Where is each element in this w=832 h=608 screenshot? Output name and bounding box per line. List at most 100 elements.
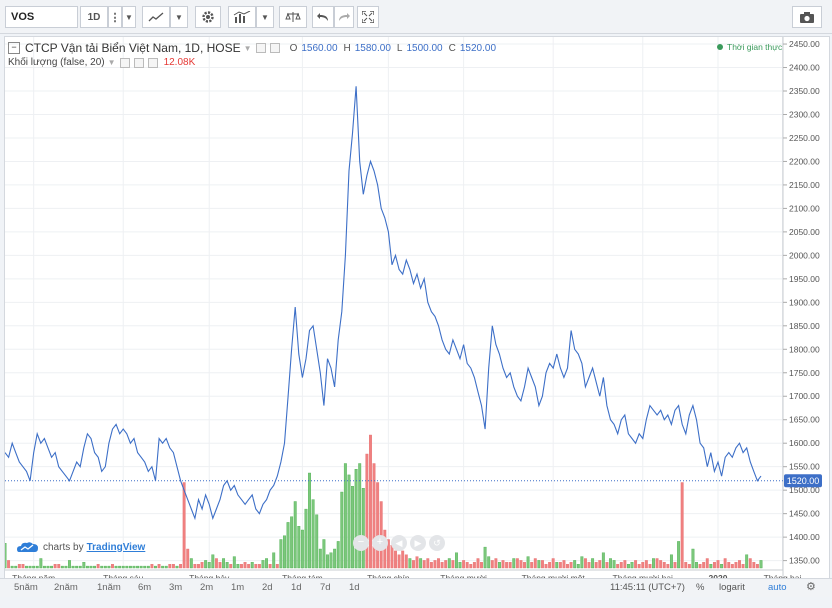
volume-bar <box>146 565 150 569</box>
volume-bar <box>458 562 462 569</box>
volume-bar <box>519 560 523 569</box>
price-tick-label: 1350.00 <box>789 556 820 566</box>
range-2d[interactable]: 2d <box>262 582 273 593</box>
high-value: 1580.00 <box>354 42 391 54</box>
volume-bar <box>304 508 308 569</box>
volume-bar <box>57 564 61 569</box>
volume-bar <box>379 501 383 569</box>
indicators-icon[interactable] <box>228 6 256 28</box>
legend-settings-icon[interactable] <box>255 43 266 53</box>
volume-bar <box>64 565 68 569</box>
volume-bar <box>164 565 168 569</box>
symbol-input[interactable]: VOS <box>5 6 78 28</box>
volume-bar <box>422 560 426 569</box>
range-1m[interactable]: 1m <box>231 582 245 593</box>
interval-menu-icon[interactable]: ⋮ <box>108 6 122 28</box>
percent-toggle[interactable]: % <box>696 582 705 593</box>
volume-bar <box>691 548 695 569</box>
scroll-right-icon[interactable]: ▶ <box>410 535 426 551</box>
range-3m[interactable]: 3m <box>169 582 183 593</box>
bottom-toolbar: 5năm 2năm 1năm 6m 3m 2m 1m 2d 1d 7d 1d 1… <box>0 578 832 597</box>
volume-bar <box>179 564 183 569</box>
auto-toggle[interactable]: auto <box>768 582 787 593</box>
volume-bar <box>512 558 516 569</box>
camera-icon[interactable] <box>792 6 822 28</box>
volume-chevron-down-icon[interactable]: ▼ <box>107 58 116 67</box>
volume-hide-icon[interactable] <box>133 57 144 68</box>
volume-bar <box>78 565 82 569</box>
volume-bar <box>408 558 412 569</box>
price-series-line <box>5 86 762 521</box>
scroll-left-icon[interactable]: ◀ <box>391 535 407 551</box>
volume-bar <box>125 565 129 569</box>
volume-bar <box>197 564 200 569</box>
gear-icon[interactable]: ⚙ <box>806 581 816 593</box>
volume-bar <box>68 560 71 569</box>
svg-text:1520.00: 1520.00 <box>787 476 820 486</box>
volume-bar <box>236 564 240 569</box>
volume-close-icon[interactable] <box>147 57 158 68</box>
volume-bar <box>211 554 215 569</box>
indicators-chevron-down-icon[interactable]: ▼ <box>256 6 274 28</box>
chart-style-chevron-down-icon[interactable]: ▼ <box>170 6 188 28</box>
volume-bar <box>533 558 537 569</box>
settings-gear-icon[interactable] <box>195 6 221 28</box>
volume-bar <box>250 562 254 569</box>
undo-icon[interactable] <box>312 6 334 28</box>
legend-hide-icon[interactable] <box>269 43 280 53</box>
volume-bar <box>50 565 54 569</box>
volume-bar <box>433 560 437 569</box>
volume-bar <box>641 562 645 569</box>
title-chevron-down-icon[interactable]: ▼ <box>243 43 252 53</box>
volume-bar <box>748 558 752 569</box>
volume-bar <box>444 560 448 569</box>
volume-bar <box>730 564 734 569</box>
volume-settings-icon[interactable] <box>119 57 130 68</box>
tradingview-watermark[interactable]: charts by TradingView <box>17 541 145 553</box>
price-chart[interactable]: 2450.00 2400.00 2350.00 2300.00 2250.00 2200.… <box>5 37 829 590</box>
volume-bar <box>222 558 226 569</box>
volume-bar <box>229 564 233 569</box>
reset-icon[interactable]: ↺ <box>429 535 445 551</box>
range-1d-b[interactable]: 1d <box>349 582 360 593</box>
zoom-out-icon[interactable]: − <box>353 535 369 551</box>
interval-chevron-down-icon[interactable]: ▼ <box>122 6 136 28</box>
range-2m[interactable]: 2m <box>200 582 214 593</box>
volume-bar <box>161 565 165 569</box>
price-tick-label: 2200.00 <box>789 156 820 166</box>
volume-bar <box>139 565 143 569</box>
volume-bar <box>705 558 709 569</box>
volume-bar <box>537 560 541 569</box>
range-6m[interactable]: 6m <box>138 582 152 593</box>
volume-bar <box>71 565 75 569</box>
volume-bar <box>626 564 630 569</box>
line-style-icon[interactable] <box>142 6 170 28</box>
zoom-in-icon[interactable]: + <box>372 535 388 551</box>
volume-bar <box>261 560 265 569</box>
range-2y[interactable]: 2năm <box>54 582 78 593</box>
range-1d-a[interactable]: 1d <box>291 582 302 593</box>
watermark-brand[interactable]: TradingView <box>86 541 146 553</box>
volume-bar <box>752 562 756 569</box>
range-1y[interactable]: 1năm <box>97 582 121 593</box>
volume-bar <box>286 522 290 569</box>
range-5y[interactable]: 5năm <box>14 582 38 593</box>
price-axis[interactable]: 2450.00 2400.00 2350.00 2300.00 2250.00 2200.… <box>783 39 820 566</box>
volume-bar <box>415 556 419 569</box>
volume-bar <box>376 482 380 569</box>
volume-bar <box>508 562 512 569</box>
compare-scale-icon[interactable] <box>279 6 307 28</box>
interval-button[interactable]: 1D <box>80 6 108 28</box>
volume-bar <box>297 526 301 569</box>
volume-bar <box>501 560 505 569</box>
fullscreen-icon[interactable] <box>357 6 379 28</box>
volume-bar <box>566 564 569 569</box>
volume-bar <box>171 564 175 569</box>
redo-icon[interactable] <box>334 6 354 28</box>
volume-bar <box>186 548 190 569</box>
range-7d[interactable]: 7d <box>320 582 331 593</box>
volume-bar <box>404 554 408 569</box>
log-toggle[interactable]: logarit <box>719 582 745 593</box>
collapse-icon[interactable]: − <box>8 42 20 54</box>
volume-bar <box>630 562 634 569</box>
